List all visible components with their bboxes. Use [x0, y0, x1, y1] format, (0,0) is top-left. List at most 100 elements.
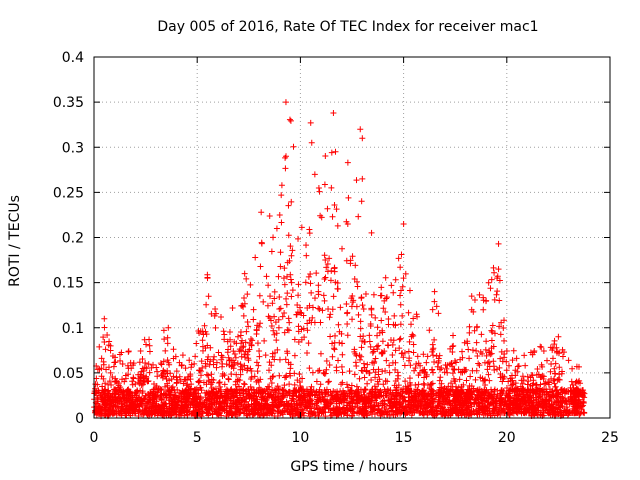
- data-point: [362, 290, 369, 297]
- data-point: [521, 352, 528, 359]
- data-point: [317, 212, 324, 219]
- data-point: [484, 402, 491, 409]
- data-point: [353, 352, 360, 359]
- data-point: [248, 386, 255, 393]
- data-point: [344, 399, 351, 406]
- data-point: [215, 409, 222, 416]
- data-point: [435, 403, 442, 410]
- data-point: [419, 366, 426, 373]
- data-point: [505, 378, 512, 385]
- data-point: [363, 411, 370, 418]
- data-point: [315, 288, 322, 295]
- data-point: [145, 409, 152, 416]
- data-point: [141, 364, 148, 371]
- data-point: [134, 397, 141, 404]
- data-point: [541, 380, 548, 387]
- data-point: [509, 357, 516, 364]
- data-point: [497, 355, 504, 362]
- data-point: [263, 410, 270, 417]
- data-point: [305, 273, 312, 280]
- data-point: [445, 383, 452, 390]
- data-point: [139, 390, 146, 397]
- data-point: [390, 410, 397, 417]
- data-point: [195, 387, 202, 394]
- data-point: [547, 344, 554, 351]
- data-point: [528, 399, 535, 406]
- data-point: [393, 389, 400, 396]
- data-point: [341, 396, 348, 403]
- data-point: [160, 405, 167, 412]
- data-point: [239, 337, 246, 344]
- data-point: [351, 410, 357, 417]
- data-point: [236, 348, 243, 355]
- data-point: [343, 257, 350, 264]
- data-point: [288, 279, 295, 286]
- data-point: [188, 410, 195, 417]
- data-point: [327, 311, 334, 318]
- data-point: [182, 365, 189, 372]
- data-point: [358, 344, 365, 351]
- data-point: [269, 386, 276, 393]
- data-point: [304, 349, 311, 356]
- data-point: [521, 398, 528, 405]
- data-point: [287, 271, 294, 278]
- data-point: [490, 358, 497, 365]
- data-point: [232, 378, 239, 385]
- data-point: [238, 387, 245, 394]
- data-point: [338, 399, 345, 406]
- data-point: [349, 293, 356, 300]
- data-point: [233, 371, 240, 378]
- data-point: [127, 402, 134, 409]
- data-point: [141, 402, 148, 409]
- data-point: [221, 331, 228, 338]
- data-point: [258, 240, 265, 247]
- data-point: [347, 388, 354, 395]
- data-point: [551, 380, 558, 387]
- data-point: [185, 383, 192, 390]
- data-point: [415, 381, 422, 388]
- data-point: [244, 390, 251, 397]
- data-point: [112, 359, 119, 366]
- data-point: [358, 295, 365, 302]
- data-point: [505, 362, 512, 369]
- data-point: [267, 391, 274, 398]
- data-point: [569, 391, 576, 398]
- data-point: [475, 360, 482, 367]
- data-point: [94, 366, 101, 373]
- data-point: [510, 407, 517, 414]
- data-point: [490, 264, 497, 271]
- data-point: [529, 382, 536, 389]
- data-point: [522, 362, 529, 369]
- data-point: [221, 381, 228, 388]
- data-point: [545, 378, 552, 385]
- data-point: [197, 400, 204, 407]
- y-tick-label: 0.15: [53, 276, 84, 292]
- data-point: [202, 390, 209, 397]
- data-point: [289, 287, 296, 294]
- data-point: [556, 371, 563, 378]
- data-point: [449, 370, 456, 377]
- data-point: [376, 376, 383, 383]
- data-point: [241, 354, 248, 361]
- data-point: [100, 388, 107, 395]
- data-point: [400, 354, 407, 361]
- data-point: [198, 358, 205, 365]
- data-point: [153, 408, 160, 415]
- data-point: [355, 311, 362, 318]
- data-point: [539, 412, 546, 419]
- data-point: [117, 395, 124, 402]
- data-point: [366, 338, 373, 345]
- data-point: [455, 411, 462, 418]
- data-point: [553, 349, 560, 356]
- data-point: [383, 294, 390, 301]
- data-point: [204, 275, 211, 282]
- data-point: [130, 375, 137, 382]
- data-point: [544, 357, 551, 364]
- data-point: [473, 347, 480, 354]
- data-point: [581, 394, 588, 401]
- data-point: [192, 353, 199, 360]
- data-point: [305, 340, 312, 347]
- data-point: [338, 340, 345, 347]
- data-point: [331, 264, 338, 271]
- data-point: [284, 350, 291, 357]
